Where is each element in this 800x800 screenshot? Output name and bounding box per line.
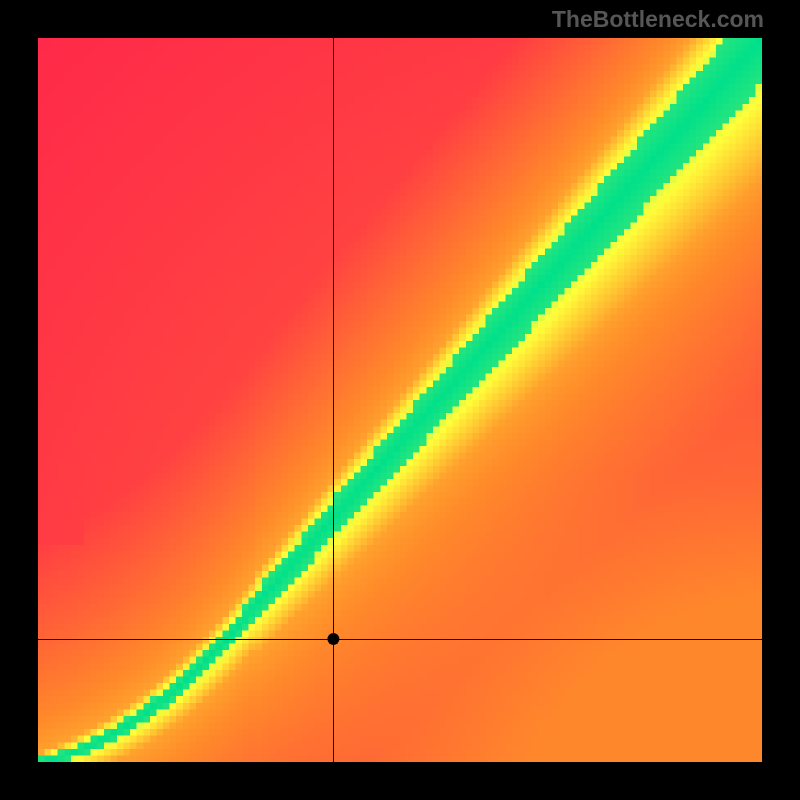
watermark-text: TheBottleneck.com: [552, 6, 764, 33]
crosshair-overlay: [0, 0, 800, 800]
chart-container: TheBottleneck.com: [0, 0, 800, 800]
